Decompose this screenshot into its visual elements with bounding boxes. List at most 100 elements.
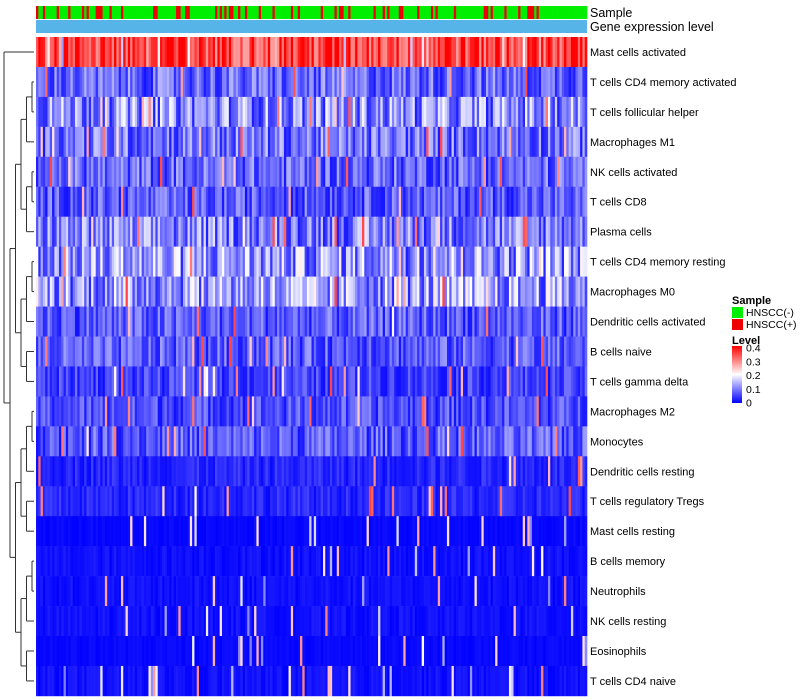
- heatmap-cell: [355, 156, 358, 188]
- heatmap-cell: [58, 606, 62, 637]
- heatmap-cell: [173, 516, 177, 547]
- heatmap-cell: [458, 546, 462, 577]
- heatmap-cell: [49, 306, 53, 337]
- heatmap-cell: [472, 336, 475, 367]
- heatmap-cell: [251, 276, 255, 307]
- heatmap-cell: [251, 576, 255, 607]
- heatmap-cell: [366, 516, 370, 547]
- heatmap-cell: [231, 546, 234, 577]
- heatmap-cell: [373, 426, 377, 457]
- heatmap-cell: [81, 306, 85, 337]
- heatmap-cell: [380, 336, 383, 367]
- heatmap-cell: [364, 546, 367, 577]
- heatmap-cell: [130, 606, 133, 637]
- heatmap-cell: [159, 606, 163, 637]
- heatmap-cell: [45, 396, 48, 427]
- heatmap-cell: [304, 37, 308, 68]
- heatmap-cell: [267, 246, 271, 277]
- sample-annotation-cell: [40, 6, 44, 19]
- heatmap-cell: [210, 216, 214, 247]
- heatmap-cell: [265, 246, 269, 277]
- heatmap-cell: [371, 186, 374, 217]
- heatmap-cell: [398, 366, 402, 397]
- heatmap-cell: [414, 276, 418, 307]
- heatmap-cell: [194, 37, 198, 68]
- heatmap-cell: [127, 216, 131, 247]
- heatmap-cell: [373, 156, 377, 188]
- heatmap-cell: [467, 126, 471, 158]
- heatmap-cell: [169, 456, 172, 487]
- heatmap-cell: [424, 516, 427, 547]
- heatmap-cell: [290, 426, 294, 457]
- heatmap-cell: [125, 456, 129, 487]
- heatmap-cell: [476, 246, 480, 277]
- heatmap-cell: [286, 546, 289, 577]
- heatmap-cell: [389, 366, 393, 397]
- heatmap-cell: [169, 336, 172, 367]
- heatmap-cell: [401, 486, 404, 517]
- heatmap-cell: [109, 426, 113, 457]
- heatmap-cell: [481, 276, 484, 307]
- heatmap-cell: [182, 456, 186, 487]
- heatmap-cell: [242, 37, 246, 68]
- sample-annotation-cell: [504, 6, 507, 19]
- heatmap-cell: [36, 396, 39, 427]
- heatmap-cell: [111, 186, 115, 217]
- heatmap-cell: [368, 37, 372, 68]
- heatmap-cell: [95, 366, 99, 397]
- heatmap-cell: [171, 546, 175, 577]
- heatmap-cell: [329, 546, 333, 577]
- heatmap-cell: [199, 156, 202, 188]
- heatmap-cell: [270, 216, 273, 247]
- heatmap-cell: [424, 306, 427, 337]
- heatmap-cell: [256, 216, 259, 247]
- heatmap-cell: [226, 546, 230, 577]
- heatmap-cell: [476, 516, 480, 547]
- heatmap-cell: [123, 456, 126, 487]
- heatmap-cell: [111, 396, 115, 427]
- heatmap-cell: [421, 126, 425, 158]
- heatmap-cell: [573, 396, 576, 427]
- heatmap-cell: [313, 216, 317, 247]
- heatmap-cell: [531, 96, 535, 128]
- heatmap-cell: [357, 426, 361, 457]
- heatmap-cell: [371, 126, 374, 158]
- heatmap-cell: [398, 546, 402, 577]
- heatmap-cell: [244, 126, 248, 158]
- heatmap-cell: [189, 576, 193, 607]
- heatmap-cell: [272, 516, 276, 547]
- heatmap-cell: [260, 306, 264, 337]
- heatmap-cell: [582, 336, 586, 367]
- heatmap-cell: [189, 186, 193, 217]
- heatmap-cell: [449, 246, 452, 277]
- heatmap-cell: [169, 186, 172, 217]
- heatmap-cell: [141, 66, 145, 98]
- heatmap-cell: [118, 336, 122, 367]
- heatmap-cell: [522, 186, 526, 217]
- heatmap-cell: [522, 336, 526, 367]
- sample-annotation-cell: [316, 6, 319, 19]
- heatmap-cell: [490, 426, 494, 457]
- heatmap-cell: [373, 276, 377, 307]
- heatmap-cell: [329, 306, 333, 337]
- heatmap-cell: [511, 546, 514, 577]
- heatmap-cell: [81, 336, 85, 367]
- heatmap-cell: [302, 66, 305, 98]
- heatmap-cell: [424, 396, 427, 427]
- heatmap-cell: [316, 516, 319, 547]
- heatmap-cell: [104, 486, 108, 517]
- heatmap-cell: [364, 276, 367, 307]
- heatmap-cell: [545, 486, 549, 517]
- heatmap-cell: [559, 66, 563, 98]
- heatmap-cell: [254, 216, 257, 247]
- heatmap-cell: [407, 186, 411, 217]
- heatmap-cell: [120, 486, 124, 517]
- heatmap-cell: [541, 246, 544, 277]
- sample-annotation-cell: [522, 6, 526, 19]
- heatmap-cell: [515, 96, 519, 128]
- heatmap-cell: [228, 396, 232, 427]
- heatmap-cell: [552, 96, 556, 128]
- heatmap-cell: [522, 306, 526, 337]
- heatmap-cell: [467, 366, 471, 397]
- heatmap-cell: [476, 96, 480, 128]
